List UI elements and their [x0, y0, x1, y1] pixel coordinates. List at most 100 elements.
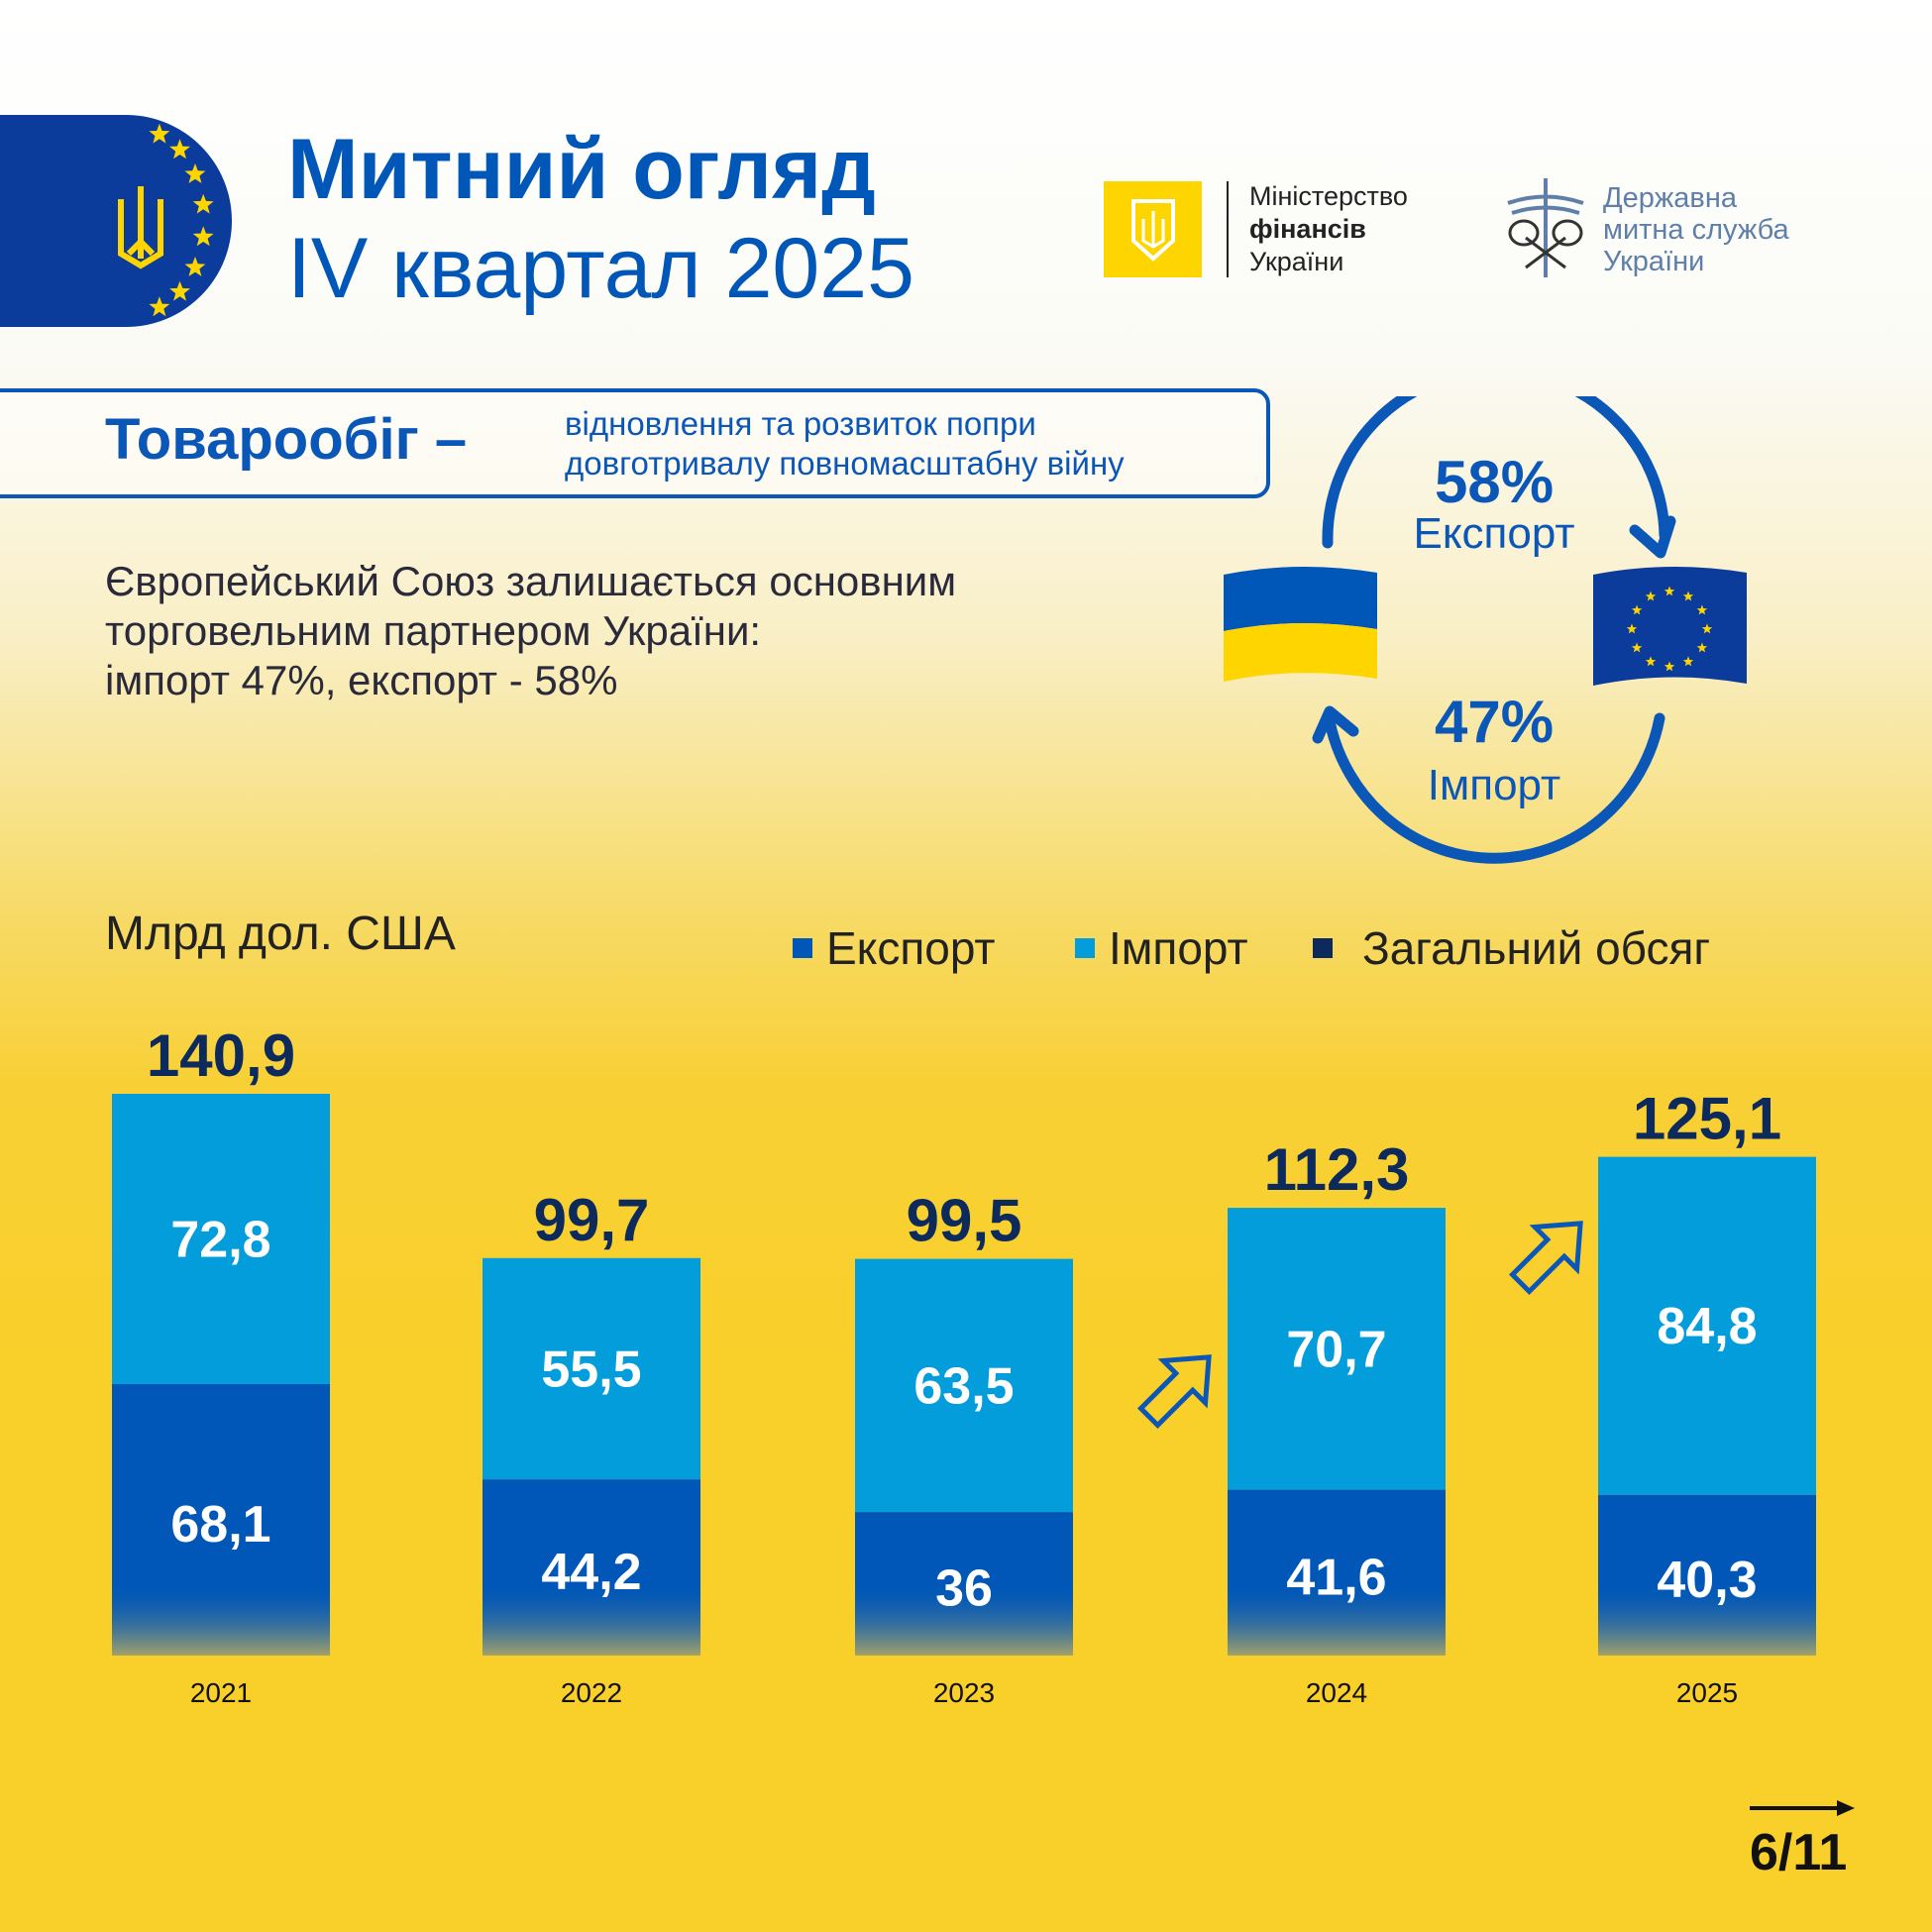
- star-icon: [1631, 604, 1643, 615]
- star-icon: [1645, 656, 1657, 667]
- import-value-label: 72,8: [170, 1211, 270, 1268]
- paragraph-line: Європейський Союз залишається основним: [105, 558, 957, 604]
- import-value-label: 84,8: [1657, 1298, 1757, 1355]
- bar-export-fade: [483, 1581, 700, 1656]
- total-value-label: 140,9: [147, 1022, 295, 1089]
- page-counter: 6/11: [1750, 1824, 1848, 1881]
- bar-group-2025: 84,8 40,3 125,1 2025: [1598, 1086, 1816, 1708]
- section-subtitle: відновлення та розвиток попри довготрива…: [565, 404, 1125, 483]
- star-icon: [169, 139, 190, 160]
- star-icon: [192, 226, 214, 247]
- import-label: Імпорт: [1427, 761, 1561, 809]
- star-icon: [1631, 642, 1643, 653]
- year-tick-label: 2023: [933, 1677, 995, 1708]
- legend-swatch: [793, 938, 812, 958]
- minfin-logo-text: Міністерство фінансів України: [1249, 180, 1408, 278]
- legend-total: Загальний обсяг: [1313, 921, 1710, 975]
- eu-stars-trident-icon: [118, 123, 214, 317]
- export-value-label: 36: [935, 1560, 993, 1618]
- star-icon: [149, 296, 170, 317]
- logo-divider: [1227, 181, 1229, 277]
- ukraine-flag-icon: [1224, 566, 1377, 682]
- star-icon: [1682, 656, 1694, 667]
- bar-export-fade: [1228, 1581, 1446, 1656]
- unit-label: Млрд дол. США: [105, 908, 456, 960]
- legend-label: Експорт: [826, 922, 996, 974]
- star-icon: [1696, 604, 1708, 615]
- minfin-line: України: [1249, 247, 1344, 276]
- legend-label: Імпорт: [1109, 922, 1248, 974]
- page-title: Митний огляд: [287, 122, 876, 217]
- legend-swatch: [1075, 938, 1095, 958]
- star-icon: [184, 257, 206, 276]
- import-value-label: 63,5: [913, 1357, 1014, 1415]
- bar-import: [112, 1094, 330, 1384]
- page-subtitle: IV квартал 2025: [287, 221, 914, 316]
- bar-group-2021: 72,8 68,1 140,9 2021: [112, 1022, 330, 1708]
- total-value-label: 125,1: [1633, 1086, 1781, 1152]
- legend-export: Експорт: [793, 921, 995, 975]
- export-arrowhead-icon: [1629, 515, 1676, 559]
- total-value-label: 99,7: [534, 1187, 650, 1253]
- legend-import: Імпорт: [1075, 921, 1248, 975]
- year-tick-label: 2021: [190, 1677, 252, 1708]
- export-label: Експорт: [1413, 509, 1575, 558]
- import-arrowhead-icon: [1312, 705, 1359, 744]
- customs-line: митна служба: [1603, 214, 1789, 246]
- export-percent: 58%: [1434, 449, 1555, 515]
- minfin-logo-icon: [1104, 181, 1202, 277]
- eu-flag-icon: [1593, 566, 1747, 686]
- star-icon: [1701, 623, 1713, 634]
- bar-export-fade: [855, 1581, 1073, 1656]
- customs-caduceus-icon: [1504, 178, 1587, 282]
- legend-label: Загальний обсяг: [1362, 922, 1711, 974]
- bar-import: [855, 1258, 1073, 1513]
- bar-group-2022: 55,5 44,2 99,7 2022: [483, 1187, 700, 1708]
- import-value-label: 55,5: [541, 1341, 641, 1398]
- star-icon: [1626, 623, 1638, 634]
- star-icon: [1682, 590, 1694, 601]
- bar-import: [483, 1257, 700, 1480]
- subtitle-line: відновлення та розвиток попри: [565, 405, 1036, 442]
- star-icon: [169, 280, 190, 301]
- trade-cycle-diagram: [1224, 396, 1747, 864]
- year-tick-label: 2022: [561, 1677, 622, 1708]
- section-title: Товарообіг –: [105, 407, 468, 472]
- emblem-banner: [0, 115, 232, 327]
- total-value-label: 112,3: [1264, 1136, 1410, 1203]
- star-icon: [1645, 590, 1657, 601]
- bar-import: [1598, 1156, 1816, 1495]
- import-arc-arrow: [1324, 712, 1665, 864]
- growth-arrow-icon: [1136, 1354, 1212, 1430]
- next-arrow-icon[interactable]: [1750, 1797, 1859, 1819]
- minfin-line: фінансів: [1249, 214, 1366, 244]
- section-header-box: [0, 388, 1270, 498]
- bar-group-2023: 63,5 36 99,5 2023: [855, 1188, 1073, 1708]
- legend-swatch: [1313, 938, 1333, 958]
- bar-export-fade: [112, 1581, 330, 1656]
- export-value-label: 41,6: [1286, 1549, 1386, 1606]
- import-value-label: 70,7: [1286, 1321, 1386, 1378]
- export-value-label: 68,1: [170, 1496, 270, 1554]
- star-icon: [184, 163, 206, 183]
- star-icon: [192, 193, 214, 214]
- import-percent: 47%: [1434, 689, 1555, 755]
- bar-group-2024: 70,7 41,6 112,3 2024: [1228, 1136, 1446, 1708]
- minfin-line: Міністерство: [1249, 181, 1408, 211]
- bar-export-fade: [1598, 1581, 1816, 1656]
- growth-arrow-icon: [1508, 1221, 1583, 1296]
- export-arc-arrow: [1322, 396, 1670, 549]
- year-tick-label: 2024: [1306, 1677, 1367, 1708]
- paragraph-line: імпорт 47%, експорт - 58%: [105, 657, 618, 703]
- customs-line: України: [1603, 246, 1705, 277]
- star-icon: [149, 123, 170, 144]
- customs-logo-text: Державна митна служба України: [1603, 182, 1789, 277]
- star-icon: [1664, 661, 1675, 672]
- export-value-label: 40,3: [1657, 1552, 1757, 1609]
- star-icon: [1664, 586, 1675, 596]
- customs-line: Державна: [1603, 182, 1737, 214]
- total-value-label: 99,5: [907, 1188, 1022, 1254]
- paragraph-line: торговельним партнером України:: [105, 607, 762, 654]
- star-icon: [1696, 642, 1708, 653]
